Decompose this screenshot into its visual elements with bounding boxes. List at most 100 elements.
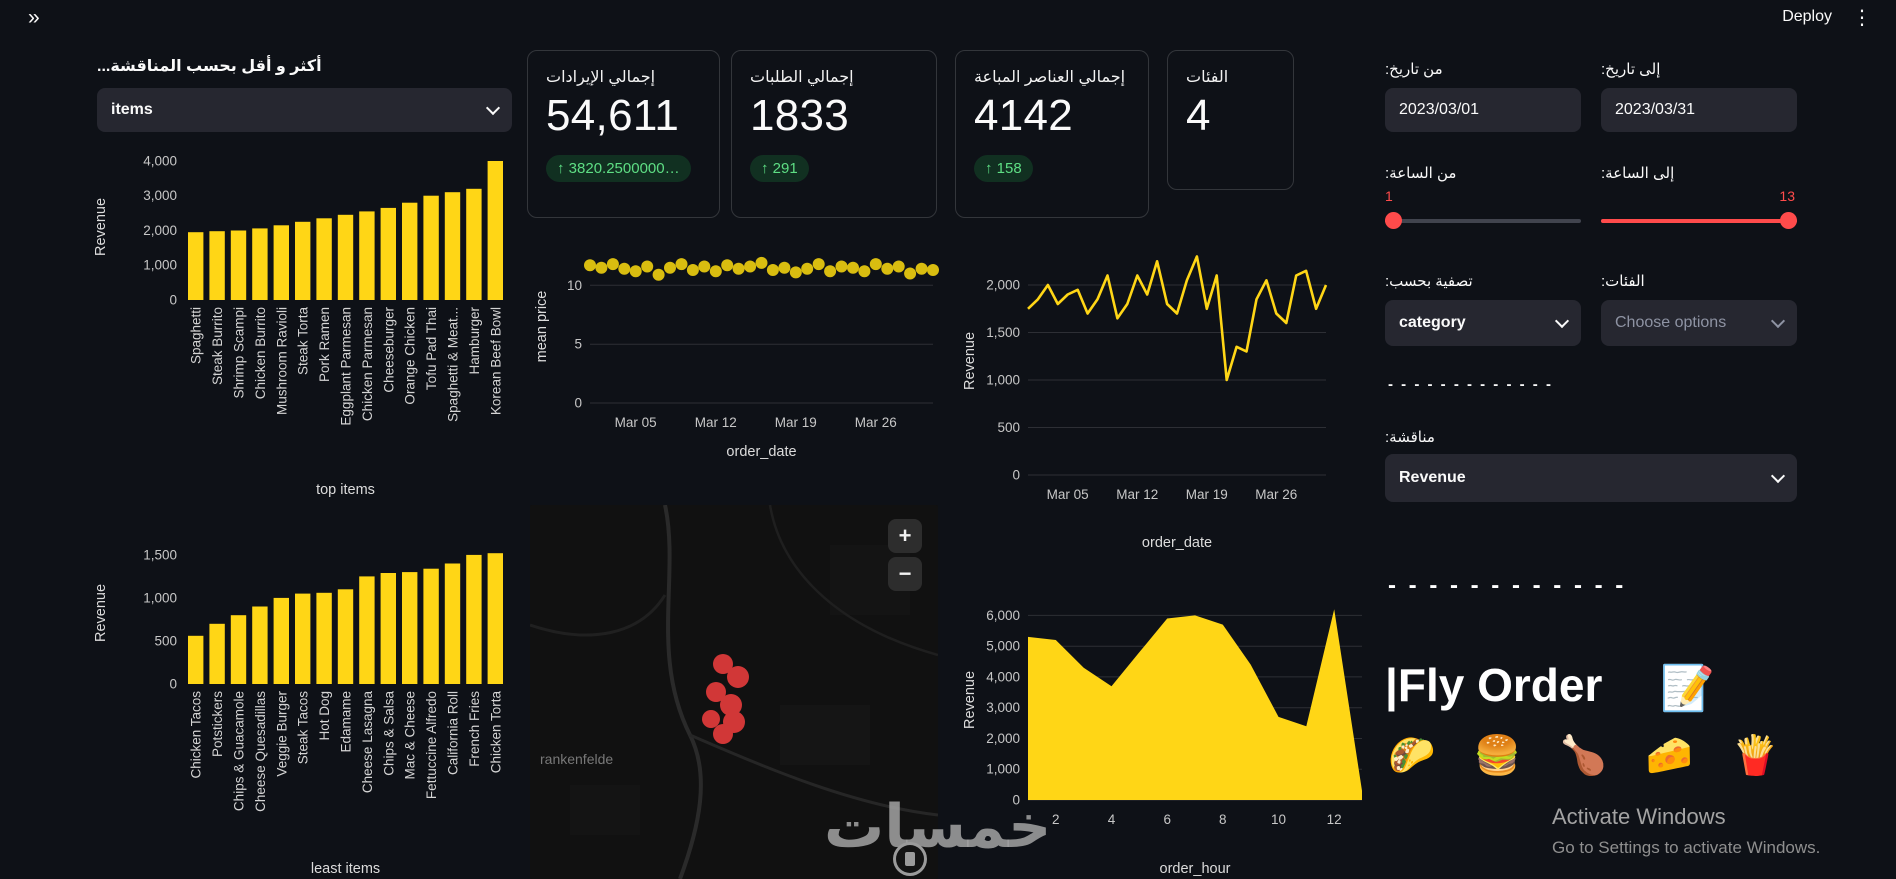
slider-value: 1: [1385, 188, 1393, 204]
kpi-card-items-sold: إجمالي العناصر المباعة 4142 ↑ 158: [955, 50, 1149, 218]
svg-text:0: 0: [169, 677, 177, 692]
activate-windows-watermark: Activate Windows: [1552, 804, 1726, 829]
khamsat-watermark: خمسات: [824, 792, 1052, 862]
from-hour-label: من الساعة:: [1385, 165, 1457, 182]
mean-price-scatter-chart: 0 5 10 mean price Mar 05 Mar 12 Mar 19 Mar 26 or…: [530, 240, 945, 462]
svg-text:4,000: 4,000: [143, 154, 177, 169]
svg-text:Mar 05: Mar 05: [1047, 487, 1089, 502]
svg-text:Mac & Cheese: Mac & Cheese: [403, 691, 418, 780]
svg-text:Eggplant Parmesan: Eggplant Parmesan: [339, 307, 354, 426]
svg-text:Steak Burrito: Steak Burrito: [210, 307, 225, 385]
svg-text:Revenue: Revenue: [962, 671, 978, 729]
svg-text:0: 0: [1012, 468, 1020, 483]
memo-icon: 📝: [1660, 664, 1715, 713]
divider-dashed-large: - - - - - - - - - - - -: [1388, 572, 1627, 599]
kpi-card-total-revenue: إجمالي الإيرادات 54,611 ↑ 3820.2500000…: [527, 50, 720, 218]
zoom-out-button[interactable]: −: [888, 557, 922, 591]
svg-text:Shrimp Scampi: Shrimp Scampi: [232, 307, 247, 399]
svg-text:5: 5: [574, 337, 582, 352]
app-logo-text: |Fly Order: [1385, 659, 1603, 711]
slider-track[interactable]: [1385, 219, 1581, 223]
svg-text:order_date: order_date: [1142, 535, 1212, 551]
chevron-down-icon: [1554, 313, 1570, 328]
svg-text:Mar 26: Mar 26: [1255, 487, 1297, 502]
svg-text:Pork Ramen: Pork Ramen: [317, 307, 332, 382]
svg-text:3,000: 3,000: [986, 700, 1020, 715]
items-select-value: items: [111, 101, 153, 118]
from-date-input[interactable]: [1385, 88, 1581, 132]
map-place-label: rankenfelde: [540, 751, 614, 767]
svg-text:Hot Dog: Hot Dog: [317, 691, 332, 741]
deploy-button[interactable]: Deploy: [1782, 8, 1832, 25]
kpi-label: الفئات: [1186, 69, 1229, 86]
svg-text:0: 0: [1012, 793, 1020, 808]
map-location-markers: [702, 654, 749, 744]
kpi-value: 54,611: [546, 91, 680, 140]
map-zoom-controls: + −: [888, 519, 922, 595]
metric-select-value: Revenue: [1399, 469, 1466, 486]
slider-thumb[interactable]: [1780, 212, 1797, 229]
chevron-down-icon: [485, 100, 501, 115]
to-date-input[interactable]: [1601, 88, 1797, 132]
kpi-card-categories: الفئات 4: [1167, 50, 1294, 190]
svg-text:5,000: 5,000: [986, 639, 1020, 654]
map-canvas: [530, 505, 938, 879]
filter-by-select-value: category: [1399, 314, 1466, 331]
kpi-value: 4142: [974, 91, 1074, 140]
categories-multiselect[interactable]: Choose options: [1601, 300, 1797, 346]
to-date-label: إلى تاريخ:: [1601, 61, 1661, 78]
svg-text:Cheese Quesadillas: Cheese Quesadillas: [253, 691, 268, 812]
svg-text:8: 8: [1219, 812, 1227, 827]
kpi-label: إجمالي الإيرادات: [546, 69, 656, 86]
revenue-by-date-line-chart: 0 500 1,000 1,500 2,000 Revenue Mar 05 Mar 12 Ma…: [958, 243, 1338, 553]
slider-value: 13: [1779, 188, 1795, 204]
activate-windows-subtext: Go to Settings to activate Windows.: [1552, 838, 1821, 857]
svg-text:Cheese Lasagna: Cheese Lasagna: [360, 691, 375, 794]
zoom-in-button[interactable]: +: [888, 519, 922, 553]
svg-text:Veggie Burger: Veggie Burger: [274, 690, 289, 776]
svg-text:Mar 12: Mar 12: [695, 415, 737, 430]
svg-text:Chicken Burrito: Chicken Burrito: [253, 307, 268, 399]
svg-text:1,000: 1,000: [986, 373, 1020, 388]
items-select[interactable]: items: [97, 88, 512, 132]
svg-text:Revenue: Revenue: [93, 584, 109, 642]
kpi-card-total-orders: إجمالي الطلبات 1833 ↑ 291: [731, 50, 937, 218]
map[interactable]: rankenfelde + −: [530, 505, 938, 879]
filter-by-select[interactable]: category: [1385, 300, 1581, 346]
from-hour-slider[interactable]: 1: [1385, 188, 1581, 232]
metric-label: مناقشة:: [1385, 429, 1435, 446]
svg-text:Chips & Salsa: Chips & Salsa: [381, 691, 396, 776]
sidebar-expand-icon[interactable]: »: [28, 6, 40, 29]
svg-text:1,500: 1,500: [986, 325, 1020, 340]
svg-text:Korean Beef Bowl: Korean Beef Bowl: [488, 307, 503, 415]
svg-text:Steak Torta: Steak Torta: [296, 307, 311, 376]
svg-text:French Fries: French Fries: [467, 691, 482, 767]
svg-text:Mar 05: Mar 05: [615, 415, 657, 430]
svg-text:4,000: 4,000: [986, 669, 1020, 684]
to-hour-slider[interactable]: 13: [1601, 188, 1797, 232]
svg-text:Hamburger: Hamburger: [467, 307, 482, 375]
svg-text:order_date: order_date: [726, 444, 796, 460]
svg-text:1,000: 1,000: [143, 258, 177, 273]
categories-placeholder: Choose options: [1615, 314, 1727, 331]
svg-text:6,000: 6,000: [986, 608, 1020, 623]
to-hour-label: إلى الساعة:: [1601, 165, 1675, 182]
overflow-menu-icon[interactable]: ⋮: [1852, 7, 1872, 29]
left-section-caption: أكثر و أقل بحسب المناقشة...: [97, 58, 322, 75]
svg-text:0: 0: [574, 396, 582, 411]
svg-text:500: 500: [997, 420, 1020, 435]
svg-text:Revenue: Revenue: [93, 198, 109, 256]
svg-text:6: 6: [1163, 812, 1171, 827]
slider-thumb[interactable]: [1385, 212, 1402, 229]
svg-text:mean price: mean price: [534, 291, 550, 363]
svg-text:Tofu Pad Thai: Tofu Pad Thai: [424, 307, 439, 390]
svg-text:Edamame: Edamame: [339, 691, 354, 753]
svg-text:Mar 19: Mar 19: [1186, 487, 1228, 502]
metric-select[interactable]: Revenue: [1385, 454, 1797, 502]
svg-text:0: 0: [169, 293, 177, 308]
kpi-value: 4: [1186, 91, 1211, 140]
svg-text:Chips & Guacamole: Chips & Guacamole: [232, 691, 247, 811]
chevron-down-icon: [1770, 468, 1786, 483]
svg-text:Mar 12: Mar 12: [1116, 487, 1158, 502]
